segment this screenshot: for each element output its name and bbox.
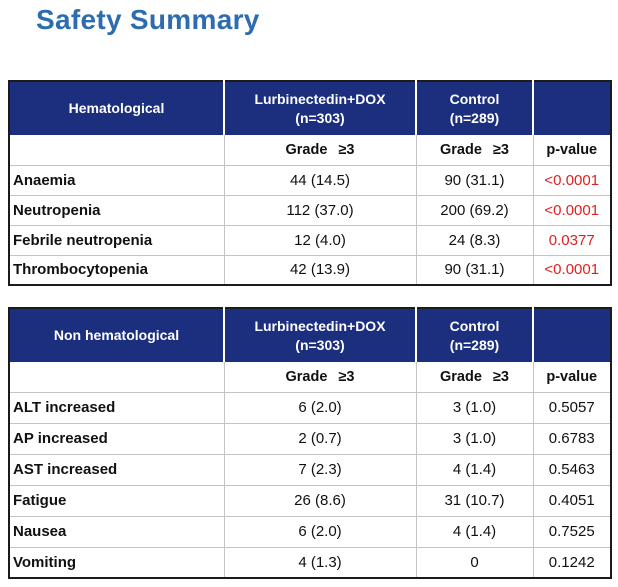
table-row: ALT increased 6 (2.0) 3 (1.0) 0.5057 [9,392,611,424]
row-label-cell: Anaemia [9,165,224,196]
arm2-value-cell: 31 (10.7) [415,485,533,517]
subheader-row: Grade ≥3 Grade ≥3 p-value [9,135,611,166]
empty-header-cell [532,81,611,135]
category-header-cell: Non hematological [9,308,224,362]
pvalue-cell: <0.0001 [532,195,611,226]
arm1-value-cell: 6 (2.0) [223,392,416,424]
arm2-value-cell: 90 (31.1) [415,165,533,196]
table-row: Nausea 6 (2.0) 4 (1.4) 0.7525 [9,516,611,548]
table-row: Febrile neutropenia 12 (4.0) 24 (8.3) 0.… [9,225,611,256]
grade-header-cell: Grade ≥3 [223,362,416,393]
arm2-value-cell: 4 (1.4) [415,454,533,486]
arm1-value-cell: 42 (13.9) [223,255,416,285]
arm1-value-cell: 4 (1.3) [223,547,416,578]
row-label-cell: Nausea [9,516,224,548]
subheader-row: Grade ≥3 Grade ≥3 p-value [9,362,611,393]
pvalue-cell: 0.0377 [532,225,611,256]
row-label-cell: AP increased [9,423,224,455]
table-row: Thrombocytopenia 42 (13.9) 90 (31.1) <0.… [9,255,611,285]
arm2-name: Control [449,317,500,334]
row-label-cell: Neutropenia [9,195,224,226]
arm2-header-cell: Control (n=289) [415,308,533,362]
table-row: Vomiting 4 (1.3) 0 0.1242 [9,547,611,578]
arm2-value-cell: 24 (8.3) [415,225,533,256]
arm1-value-cell: 6 (2.0) [223,516,416,548]
row-label-cell: AST increased [9,454,224,486]
non-hematological-table: Non hematological Lurbinectedin+DOX (n=3… [8,307,612,579]
page-title: Safety Summary [36,4,260,35]
table-row: Neutropenia 112 (37.0) 200 (69.2) <0.000… [9,195,611,226]
category-header-cell: Hematological [9,81,224,135]
arm1-n: (n=303) [295,336,345,353]
arm2-value-cell: 3 (1.0) [415,392,533,424]
arm1-value-cell: 112 (37.0) [223,195,416,226]
pvalue-cell: 0.6783 [532,423,611,455]
pvalue-cell: 0.1242 [532,547,611,578]
arm2-value-cell: 4 (1.4) [415,516,533,548]
row-label-cell: Fatigue [9,485,224,517]
pvalue-cell: 0.5057 [532,392,611,424]
pvalue-cell: 0.7525 [532,516,611,548]
table-row: AST increased 7 (2.3) 4 (1.4) 0.5463 [9,454,611,486]
arm1-value-cell: 7 (2.3) [223,454,416,486]
arm2-value-cell: 3 (1.0) [415,423,533,455]
row-label-cell: ALT increased [9,392,224,424]
hematological-table: Hematological Lurbinectedin+DOX (n=303) … [8,80,612,286]
pvalue-header-cell: p-value [532,362,611,393]
table-row: Anaemia 44 (14.5) 90 (31.1) <0.0001 [9,165,611,196]
empty-subheader-cell [9,362,224,393]
arm1-name: Lurbinectedin+DOX [254,90,386,107]
empty-header-cell [532,308,611,362]
arm2-n: (n=289) [449,336,500,353]
arm1-name: Lurbinectedin+DOX [254,317,386,334]
grade-header-cell: Grade ≥3 [223,135,416,166]
table-row: AP increased 2 (0.7) 3 (1.0) 0.6783 [9,423,611,455]
pvalue-cell: 0.4051 [532,485,611,517]
row-label-cell: Vomiting [9,547,224,578]
empty-subheader-cell [9,135,224,166]
grade-header-cell: Grade ≥3 [415,135,533,166]
table-header-row: Hematological Lurbinectedin+DOX (n=303) … [9,81,611,135]
table-row: Fatigue 26 (8.6) 31 (10.7) 0.4051 [9,485,611,517]
pvalue-cell: <0.0001 [532,165,611,196]
arm1-value-cell: 12 (4.0) [223,225,416,256]
arm2-value-cell: 0 [415,547,533,578]
arm1-value-cell: 44 (14.5) [223,165,416,196]
pvalue-header-cell: p-value [532,135,611,166]
pvalue-cell: <0.0001 [532,255,611,285]
grade-header-cell: Grade ≥3 [415,362,533,393]
arm2-value-cell: 90 (31.1) [415,255,533,285]
arm1-value-cell: 2 (0.7) [223,423,416,455]
arm1-n: (n=303) [295,109,345,126]
table-header-row: Non hematological Lurbinectedin+DOX (n=3… [9,308,611,362]
row-label-cell: Thrombocytopenia [9,255,224,285]
arm1-value-cell: 26 (8.6) [223,485,416,517]
pvalue-cell: 0.5463 [532,454,611,486]
arm2-header-cell: Control (n=289) [415,81,533,135]
arm2-n: (n=289) [449,109,500,126]
row-label-cell: Febrile neutropenia [9,225,224,256]
arm1-header-cell: Lurbinectedin+DOX (n=303) [223,308,416,362]
arm1-header-cell: Lurbinectedin+DOX (n=303) [223,81,416,135]
arm2-name: Control [449,90,500,107]
arm2-value-cell: 200 (69.2) [415,195,533,226]
